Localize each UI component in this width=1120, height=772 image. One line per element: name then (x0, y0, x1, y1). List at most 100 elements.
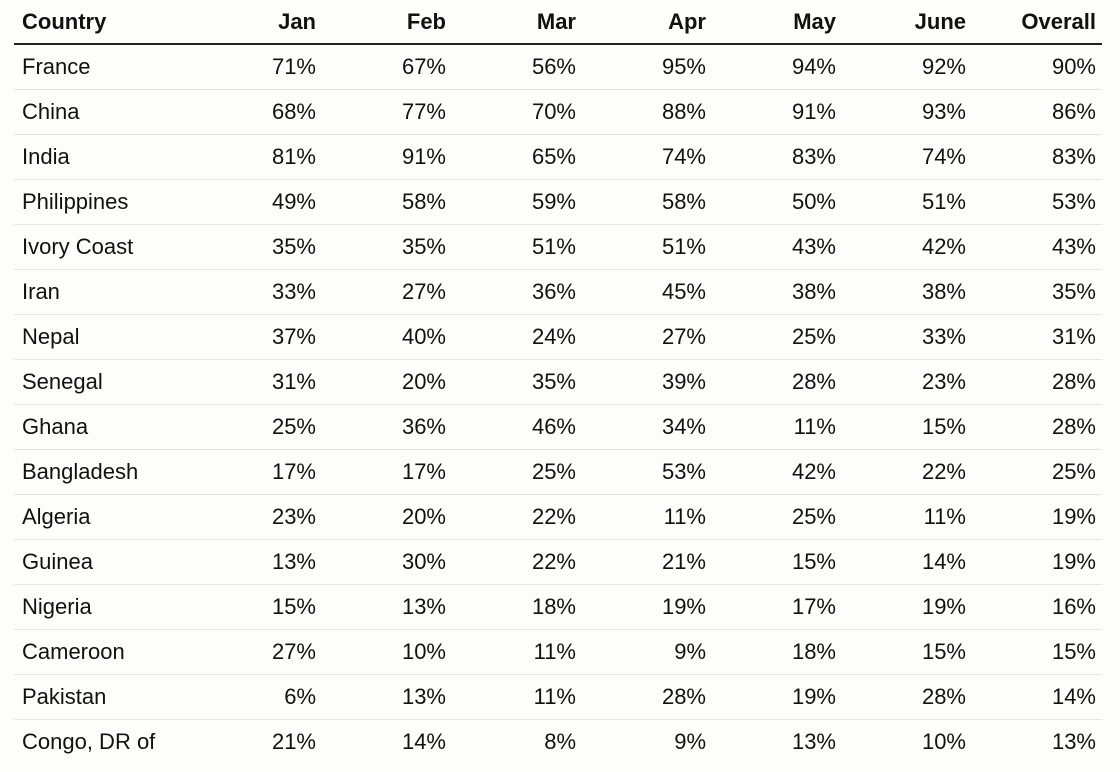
value-cell-june: 15% (842, 629, 972, 675)
value-cell-june: 92% (842, 44, 972, 90)
country-cell: India (14, 134, 192, 180)
country-cell: Algeria (14, 494, 192, 540)
column-header-country: Country (14, 0, 192, 45)
value-cell-june: 93% (842, 89, 972, 135)
country-cell: Ghana (14, 404, 192, 450)
table-row: Nigeria 15% 13% 18% 19% 17% 19% 16% (14, 584, 1102, 630)
value-cell-mar: 70% (452, 89, 582, 135)
value-cell-apr: 34% (582, 404, 712, 450)
table-row: Congo, DR of 21% 14% 8% 9% 13% 10% 13% (14, 720, 1102, 765)
value-cell-apr: 88% (582, 89, 712, 135)
table-row: Cameroon 27% 10% 11% 9% 18% 15% 15% (14, 629, 1102, 675)
value-cell-mar: 56% (452, 44, 582, 90)
value-cell-june: 38% (842, 269, 972, 315)
value-cell-mar: 11% (452, 674, 582, 720)
table-header: Country Jan Feb Mar Apr May June Overall (14, 0, 1102, 45)
table-row: Ghana 25% 36% 46% 34% 11% 15% 28% (14, 404, 1102, 450)
country-cell: Pakistan (14, 674, 192, 720)
value-cell-apr: 11% (582, 494, 712, 540)
value-cell-mar: 11% (452, 629, 582, 675)
value-cell-june: 28% (842, 674, 972, 720)
value-cell-mar: 46% (452, 404, 582, 450)
country-cell: China (14, 89, 192, 135)
value-cell-june: 10% (921, 729, 966, 754)
value-cell-feb: 40% (322, 314, 452, 360)
value-cell-mar: 65% (452, 134, 582, 180)
country-cell: Philippines (14, 179, 192, 225)
column-header-may: May (712, 0, 842, 45)
value-cell-may: 28% (712, 359, 842, 405)
value-cell-apr: 58% (582, 179, 712, 225)
value-cell-jan: 31% (192, 359, 322, 405)
value-cell-mar: 22% (452, 494, 582, 540)
value-cell-jan: 35% (192, 224, 322, 270)
value-cell-jan: 33% (192, 269, 322, 315)
value-cell-overall: 28% (972, 404, 1102, 450)
country-cell: Cameroon (14, 629, 192, 675)
value-cell-apr: 28% (582, 674, 712, 720)
value-cell-feb: 30% (322, 539, 452, 585)
value-cell-feb: 58% (322, 179, 452, 225)
value-cell-may: 94% (712, 44, 842, 90)
country-cell: Iran (14, 269, 192, 315)
value-cell-may: 11% (712, 404, 842, 450)
value-cell-jan: 81% (192, 134, 322, 180)
value-cell-overall: 31% (972, 314, 1102, 360)
value-cell-feb: 67% (322, 44, 452, 90)
column-header-jan: Jan (192, 0, 322, 45)
table-row: Nepal 37% 40% 24% 27% 25% 33% 31% (14, 314, 1102, 360)
value-cell-may: 19% (712, 674, 842, 720)
value-cell-overall: 86% (972, 89, 1102, 135)
country-cell: Nepal (14, 314, 192, 360)
value-cell-june: 33% (842, 314, 972, 360)
table-body: France 71% 67% 56% 95% 94% 92% 90% China 68% 77% 70… (14, 44, 1102, 764)
value-cell-apr: 74% (582, 134, 712, 180)
country-cell: France (14, 44, 192, 90)
value-cell-apr: 51% (582, 224, 712, 270)
value-cell-may: 13% (791, 729, 836, 754)
value-cell-mar: 18% (452, 584, 582, 630)
value-cell-apr: 39% (582, 359, 712, 405)
value-cell-jan: 23% (192, 494, 322, 540)
value-cell-may: 15% (712, 539, 842, 585)
value-cell-mar: 35% (452, 359, 582, 405)
value-cell-feb: 13% (322, 584, 452, 630)
value-cell-june: 11% (842, 494, 972, 540)
value-cell-jan: 68% (192, 89, 322, 135)
value-cell-overall: 35% (972, 269, 1102, 315)
value-cell-feb: 35% (322, 224, 452, 270)
country-cell: Congo, DR of (22, 729, 156, 754)
table-row: Bangladesh 17% 17% 25% 53% 42% 22% 25% (14, 449, 1102, 495)
value-cell-feb: 17% (322, 449, 452, 495)
value-cell-may: 38% (712, 269, 842, 315)
value-cell-june: 19% (842, 584, 972, 630)
table-row: Pakistan 6% 13% 11% 28% 19% 28% 14% (14, 674, 1102, 720)
value-cell-feb: 36% (322, 404, 452, 450)
value-cell-june: 15% (842, 404, 972, 450)
value-cell-apr: 95% (582, 44, 712, 90)
value-cell-june: 14% (842, 539, 972, 585)
value-cell-jan: 25% (192, 404, 322, 450)
column-header-apr: Apr (582, 0, 712, 45)
value-cell-overall: 16% (972, 584, 1102, 630)
country-cell: Nigeria (14, 584, 192, 630)
value-cell-overall: 19% (972, 494, 1102, 540)
value-cell-overall: 14% (972, 674, 1102, 720)
value-cell-may: 25% (712, 314, 842, 360)
data-table-container: Country Jan Feb Mar Apr May June Overall France… (14, 0, 1102, 764)
value-cell-mar: 25% (452, 449, 582, 495)
value-cell-overall: 90% (972, 44, 1102, 90)
header-row: Country Jan Feb Mar Apr May June Overall (14, 0, 1102, 45)
value-cell-jan: 71% (192, 44, 322, 90)
value-cell-feb: 77% (322, 89, 452, 135)
column-header-feb: Feb (322, 0, 452, 45)
value-cell-overall: 13% (1051, 729, 1096, 754)
value-cell-may: 17% (712, 584, 842, 630)
value-cell-apr: 53% (582, 449, 712, 495)
table-row: China 68% 77% 70% 88% 91% 93% 86% (14, 89, 1102, 135)
country-cell: Guinea (14, 539, 192, 585)
value-cell-may: 42% (712, 449, 842, 495)
table-row: Iran 33% 27% 36% 45% 38% 38% 35% (14, 269, 1102, 315)
table-row: Philippines 49% 58% 59% 58% 50% 51% 53% (14, 179, 1102, 225)
value-cell-feb: 13% (322, 674, 452, 720)
